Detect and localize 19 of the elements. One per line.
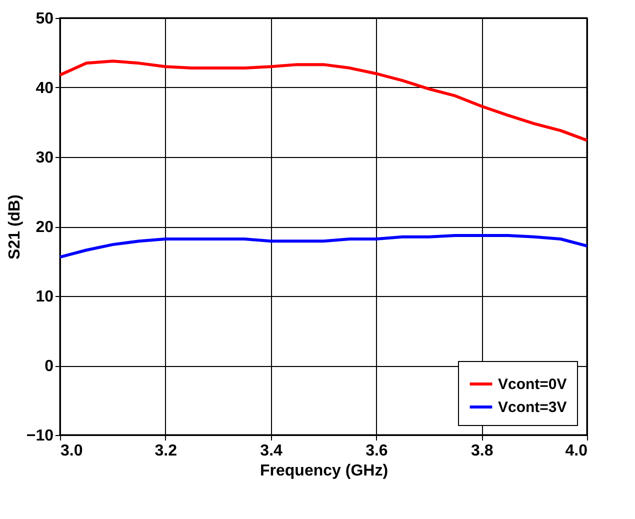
legend-label: Vcont=0V xyxy=(498,376,567,393)
y-tick-label: 30 xyxy=(36,150,54,166)
y-tick-label: 50 xyxy=(36,10,54,28)
x-tick-label: 3.6 xyxy=(366,442,388,460)
x-tick-label: 3.2 xyxy=(154,442,178,460)
x-tick-label: 3.8 xyxy=(470,442,494,460)
y-axis-title: S21 (dB) xyxy=(6,194,24,260)
y-tick-label: 20 xyxy=(36,219,54,236)
y-tick-label: 10 xyxy=(36,288,54,306)
line-series xyxy=(58,234,588,259)
legend-label: Vcont=3V xyxy=(498,399,567,416)
x-tick-label: 3.0 xyxy=(60,442,83,460)
x-tick-label: 4.0 xyxy=(565,442,588,460)
y-tick-label: −10 xyxy=(26,428,54,444)
line-series xyxy=(58,60,588,142)
x-tick-label: 3.4 xyxy=(260,442,283,460)
y-tick-label: 40 xyxy=(36,80,54,97)
y-tick-label: 0 xyxy=(44,358,54,375)
x-axis-title: Frequency (GHz) xyxy=(260,462,388,480)
